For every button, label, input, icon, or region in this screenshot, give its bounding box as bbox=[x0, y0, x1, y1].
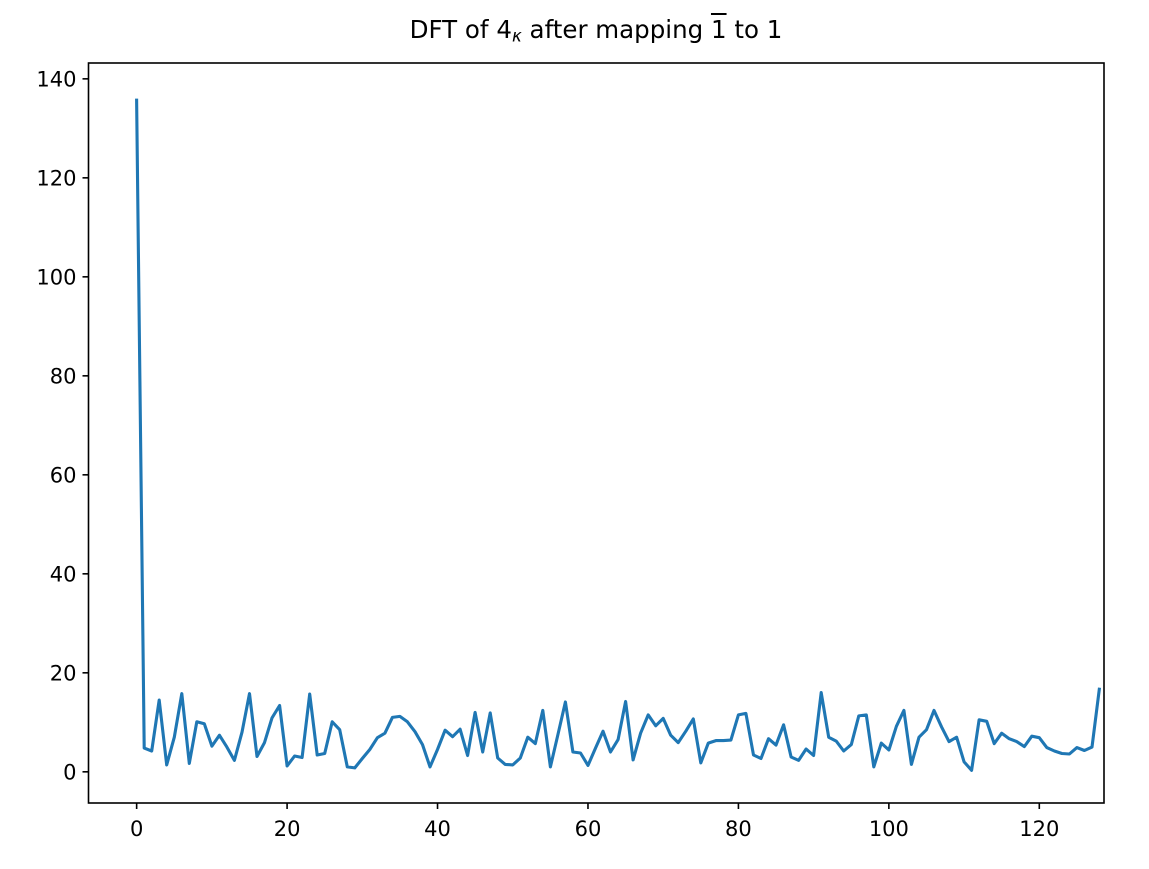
y-tick-label: 140 bbox=[36, 67, 76, 91]
y-tick-label: 40 bbox=[50, 562, 77, 586]
title-one-overbar: 1 bbox=[710, 15, 727, 44]
x-axis-ticks: 0 20 40 60 80 100 120 bbox=[130, 803, 1059, 841]
x-tick-label: 100 bbox=[869, 817, 909, 841]
title-text-suffix: to 1 bbox=[726, 15, 783, 44]
axes-spines bbox=[87, 62, 1105, 804]
y-tick-label: 20 bbox=[50, 661, 77, 685]
y-tick-label: 100 bbox=[36, 265, 76, 289]
x-tick-label: 0 bbox=[130, 817, 143, 841]
title-text-prefix: DFT of 4 bbox=[409, 15, 512, 44]
x-tick-label: 40 bbox=[424, 817, 451, 841]
y-axis-ticks: 0 20 40 60 80 100 120 140 bbox=[36, 67, 89, 784]
x-tick-label: 80 bbox=[725, 817, 752, 841]
y-tick-label: 120 bbox=[36, 166, 76, 190]
plot-border bbox=[87, 62, 1105, 804]
dft-line-series bbox=[135, 98, 1102, 772]
x-tick-label: 20 bbox=[274, 817, 301, 841]
y-tick-label: 0 bbox=[63, 760, 76, 784]
y-tick-label: 80 bbox=[50, 364, 77, 388]
chart-title: DFT of 4κ after mapping 1 to 1 bbox=[88, 15, 1104, 44]
x-tick-label: 120 bbox=[1019, 817, 1059, 841]
title-text-middle: after mapping bbox=[521, 15, 711, 44]
title-subscript-kappa: κ bbox=[511, 26, 522, 46]
x-tick-label: 60 bbox=[575, 817, 602, 841]
y-tick-label: 60 bbox=[50, 463, 77, 487]
